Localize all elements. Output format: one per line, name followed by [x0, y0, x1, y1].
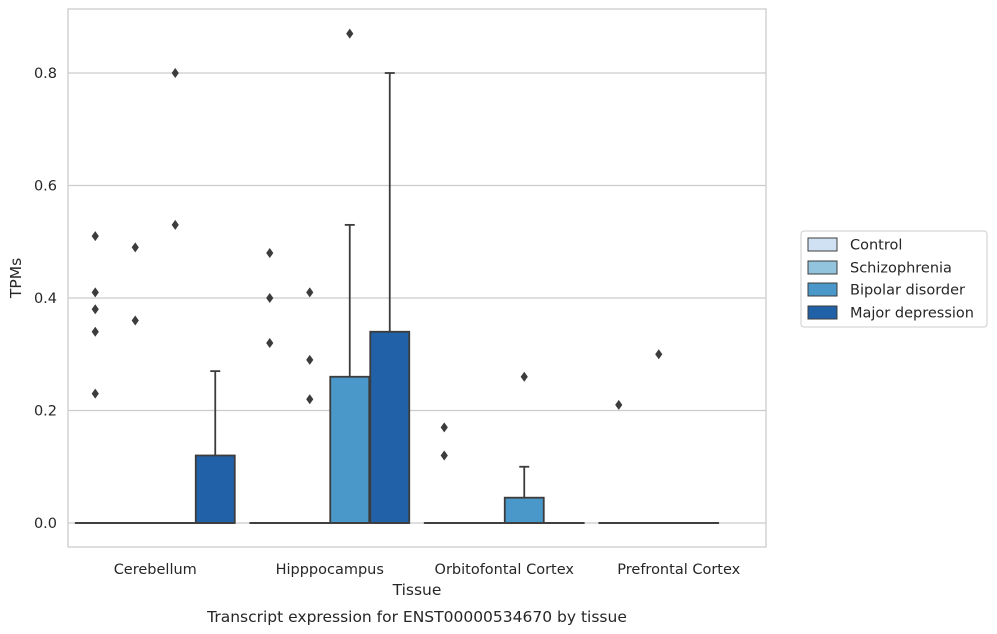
outlier-point-control [91, 231, 99, 242]
outlier-point-schizophrenia [131, 315, 139, 326]
outlier-point-control [91, 388, 99, 399]
outlier-point-bipolar-disorder [520, 371, 528, 382]
y-tick-label: 0.2 [34, 404, 57, 420]
y-tick-label: 0.4 [34, 291, 57, 307]
x-tick-label: Prefrontal Cortex [617, 562, 740, 578]
legend-label-schizophrenia: Schizophrenia [850, 261, 952, 277]
outlier-point-control [91, 326, 99, 337]
outlier-point-control [266, 338, 274, 348]
x-axis-ticks: Cerebellum Hipppocampus Orbitofontal Corte… [114, 562, 741, 578]
outlier-point-control [440, 450, 448, 461]
box-major-depression [369, 330, 411, 524]
outlier-point-bipolar-disorder [171, 68, 179, 78]
legend: Control Schizophrenia Bipolar disorder M… [800, 230, 988, 328]
legend-swatch-schizophrenia [807, 260, 838, 275]
box-bipolar-disorder [329, 375, 371, 524]
outlier-point-schizophrenia [131, 242, 139, 253]
x-tick-label: Cerebellum [114, 562, 197, 578]
x-tick-label: Orbitofontal Cortex [435, 562, 575, 578]
boxes [74, 72, 720, 524]
legend-swatch-bipolar-disorder [807, 282, 838, 297]
chart-caption: Transcript expression for ENST0000053467… [206, 608, 627, 626]
outlier-point-schizophrenia [306, 354, 314, 365]
legend-swatch-major-depression [807, 305, 838, 320]
y-tick-label: 0.6 [34, 179, 57, 195]
legend-label-control: Control [850, 238, 902, 254]
y-axis-ticks: 0.0 0.2 0.4 0.6 0.8 [34, 66, 57, 532]
plot-area-frame [67, 8, 767, 548]
y-axis-label: TPMs [7, 258, 25, 299]
outlier-point-schizophrenia [655, 349, 663, 360]
outlier-point-control [91, 287, 99, 298]
y-tick-label: 0.8 [34, 66, 57, 82]
legend-label-bipolar-disorder: Bipolar disorder [850, 283, 965, 299]
outlier-point-control [91, 304, 99, 315]
outliers [91, 28, 663, 461]
outlier-point-control [440, 422, 448, 433]
outlier-point-schizophrenia [306, 287, 314, 298]
legend-swatch-control [807, 237, 838, 252]
y-tick-label: 0.0 [34, 516, 57, 532]
gridlines [68, 72, 766, 524]
outlier-point-control [615, 399, 623, 410]
x-tick-label: Hipppocampus [276, 562, 384, 578]
box-major-depression [194, 454, 236, 524]
outlier-point-control [266, 293, 274, 303]
box-bipolar-disorder [503, 496, 545, 524]
outlier-point-bipolar-disorder [171, 219, 179, 230]
outlier-point-bipolar-disorder [346, 28, 354, 39]
outlier-point-schizophrenia [306, 394, 314, 405]
legend-label-major-depression: Major depression [850, 306, 974, 322]
outlier-point-control [266, 248, 274, 258]
legend-frame [800, 230, 988, 328]
x-axis-label: Tissue [392, 581, 442, 599]
